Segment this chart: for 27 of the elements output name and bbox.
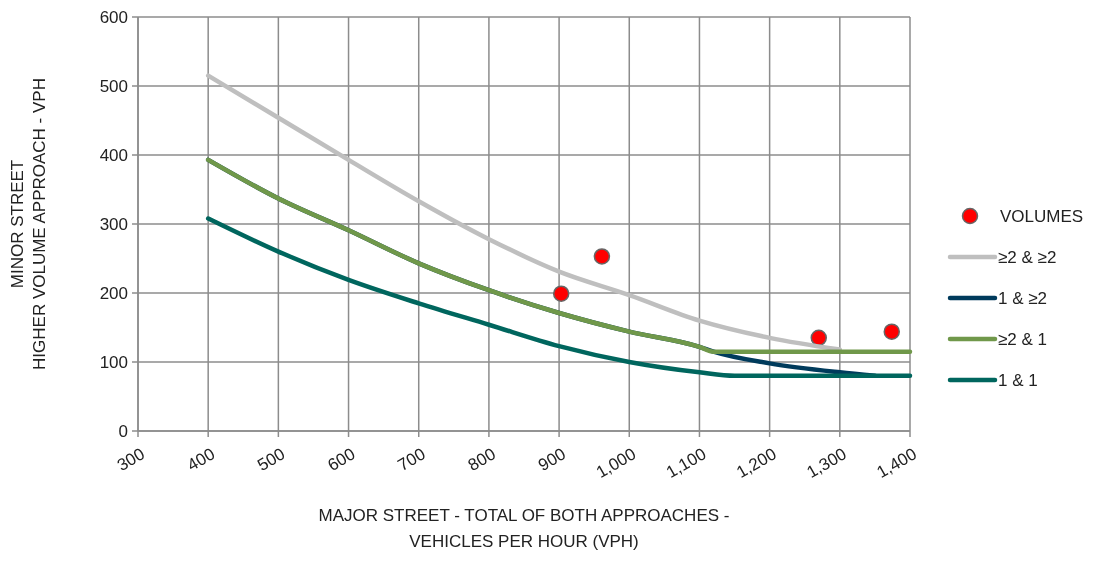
y-tick-label: 400 — [99, 145, 128, 165]
legend-label: ≥2 & 1 — [998, 329, 1048, 349]
y-axis-title: MINOR STREET HIGHER VOLUME APPROACH - VPH — [8, 78, 49, 370]
line-series — [205, 157, 913, 354]
x-axis-title: MAJOR STREET - TOTAL OF BOTH APPROACHES - VEHICLES PER HOUR (VPH) — [318, 506, 730, 551]
legend-label: 1 & 1 — [998, 370, 1038, 390]
y-tick-label: 100 — [99, 352, 128, 372]
y-tick-label: 200 — [99, 283, 128, 303]
y-tick-label: 600 — [99, 7, 128, 27]
point — [810, 329, 828, 347]
line-series — [205, 73, 843, 352]
y-tick-label: 300 — [99, 214, 128, 234]
point — [883, 323, 900, 340]
line-series — [205, 216, 913, 379]
legend-label: 1 & ≥2 — [998, 288, 1048, 308]
legend-label: VOLUMES — [1000, 206, 1084, 226]
x-tick-label: 600 — [324, 444, 359, 475]
x-tick-label: 400 — [184, 444, 219, 475]
x-tick-label: 800 — [464, 444, 499, 475]
point — [593, 248, 611, 265]
y-tick-label: 500 — [99, 76, 128, 96]
x-tick-label: 900 — [534, 444, 570, 475]
x-tick-label: 500 — [254, 444, 289, 475]
y-tick-label: 0 — [118, 421, 128, 441]
legend-label: ≥2 & ≥2 — [998, 247, 1057, 267]
x-tick-label: 700 — [394, 444, 429, 475]
point — [552, 285, 570, 302]
